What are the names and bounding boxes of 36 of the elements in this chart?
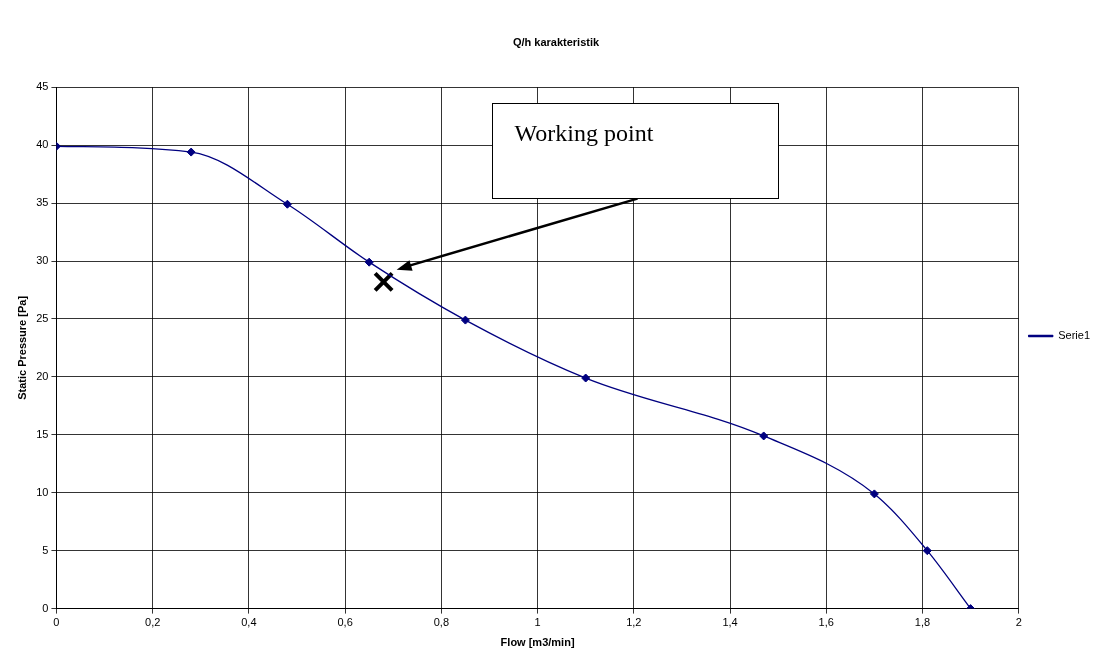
x-axis-title: Flow [m3/min] <box>500 636 575 649</box>
y-tick-label: 15 <box>36 427 49 440</box>
x-tick-label: 0 <box>53 616 60 629</box>
point <box>460 315 470 325</box>
x-tick-label: 1,8 <box>914 616 931 629</box>
y-tick-label: 35 <box>36 196 49 209</box>
point <box>186 147 196 157</box>
x-tick-label: 1,2 <box>626 616 642 629</box>
y-tick-label: 40 <box>36 138 49 151</box>
y-tick-label: 25 <box>36 311 49 324</box>
y-tick-label: 0 <box>42 601 49 614</box>
x-tick-label: 0,6 <box>337 616 353 629</box>
point <box>282 199 292 209</box>
annotation: Working point <box>514 119 654 147</box>
point <box>373 271 395 293</box>
x-tick-label: 1,4 <box>722 616 738 629</box>
y-tick-label: 30 <box>36 254 49 267</box>
x-tick-label: 1,6 <box>818 616 834 629</box>
x-tick-label: 0,8 <box>433 616 449 629</box>
callout-box: Working point <box>491 102 779 199</box>
point <box>581 373 591 383</box>
chart-title: Q/h karakteristik <box>512 35 600 48</box>
point <box>759 431 769 441</box>
y-tick-label: 10 <box>36 485 49 498</box>
point <box>922 546 932 556</box>
x-tick-label: 2 <box>1015 616 1022 629</box>
y-axis-title: Static Pressure [Pa] <box>15 295 28 400</box>
y-tick-label: 5 <box>42 543 49 556</box>
x-tick-label: 0,4 <box>241 616 257 629</box>
x-tick-label: 1 <box>534 616 541 629</box>
point <box>869 489 879 499</box>
x-tick-label: 0,2 <box>145 616 161 629</box>
y-tick-label: 20 <box>36 369 49 382</box>
point <box>364 257 374 267</box>
y-tick-label: 45 <box>36 80 49 93</box>
legend-label: Serie1 <box>1058 329 1090 342</box>
